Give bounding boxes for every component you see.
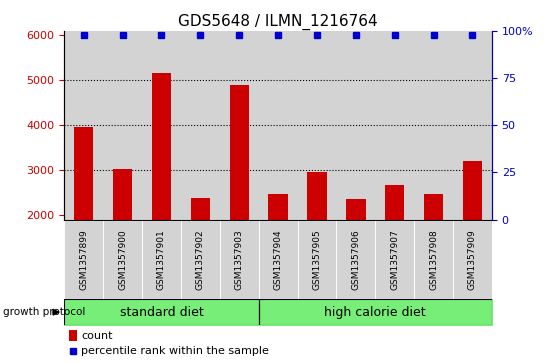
Bar <box>385 185 405 220</box>
Bar <box>297 31 337 220</box>
Bar <box>113 169 132 220</box>
Text: GSM1357905: GSM1357905 <box>312 229 321 290</box>
Bar <box>151 73 171 220</box>
Bar <box>103 31 142 220</box>
Bar <box>64 31 103 220</box>
Text: GSM1357899: GSM1357899 <box>79 229 88 290</box>
Text: GSM1357903: GSM1357903 <box>235 229 244 290</box>
Text: percentile rank within the sample: percentile rank within the sample <box>82 346 269 356</box>
FancyBboxPatch shape <box>64 220 103 299</box>
Text: growth protocol: growth protocol <box>3 307 86 317</box>
Text: GSM1357900: GSM1357900 <box>118 229 127 290</box>
Bar <box>375 31 414 220</box>
Text: GSM1357908: GSM1357908 <box>429 229 438 290</box>
Bar <box>74 127 93 220</box>
FancyBboxPatch shape <box>453 220 492 299</box>
Text: GSM1357901: GSM1357901 <box>157 229 166 290</box>
FancyBboxPatch shape <box>142 220 181 299</box>
Bar <box>268 194 288 220</box>
FancyBboxPatch shape <box>337 220 375 299</box>
Bar <box>181 31 220 220</box>
FancyBboxPatch shape <box>414 220 453 299</box>
FancyBboxPatch shape <box>297 220 337 299</box>
FancyBboxPatch shape <box>181 220 220 299</box>
Bar <box>346 199 366 220</box>
Bar <box>463 161 482 220</box>
Bar <box>191 198 210 220</box>
Text: standard diet: standard diet <box>120 306 203 319</box>
Text: high calorie diet: high calorie diet <box>324 306 426 319</box>
Bar <box>142 31 181 220</box>
Text: count: count <box>82 331 113 341</box>
Title: GDS5648 / ILMN_1216764: GDS5648 / ILMN_1216764 <box>178 13 378 29</box>
Bar <box>453 31 492 220</box>
Bar <box>307 172 326 220</box>
Bar <box>414 31 453 220</box>
FancyBboxPatch shape <box>259 220 297 299</box>
Text: GSM1357904: GSM1357904 <box>273 229 283 290</box>
Text: GSM1357907: GSM1357907 <box>390 229 399 290</box>
Bar <box>69 330 77 341</box>
FancyBboxPatch shape <box>375 220 414 299</box>
Bar <box>337 31 375 220</box>
Bar <box>230 85 249 220</box>
Text: GSM1357909: GSM1357909 <box>468 229 477 290</box>
Bar <box>259 31 297 220</box>
FancyBboxPatch shape <box>103 220 142 299</box>
Text: GSM1357902: GSM1357902 <box>196 229 205 290</box>
Text: GSM1357906: GSM1357906 <box>352 229 361 290</box>
FancyBboxPatch shape <box>220 220 259 299</box>
Bar <box>424 194 443 220</box>
Bar <box>220 31 259 220</box>
